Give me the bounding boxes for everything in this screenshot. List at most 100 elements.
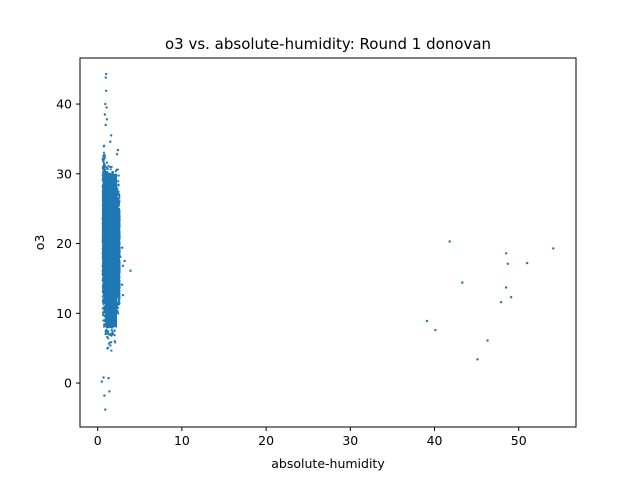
data-point [120, 246, 124, 249]
data-point [509, 296, 513, 299]
data-point [101, 307, 104, 310]
data-point [101, 242, 105, 245]
data-point [117, 218, 121, 221]
data-point [506, 262, 509, 265]
data-point [118, 235, 121, 238]
data-point [104, 123, 107, 127]
data-point [106, 347, 109, 350]
data-point [104, 72, 108, 76]
data-point [121, 293, 125, 297]
data-point [104, 76, 107, 79]
data-point [113, 329, 116, 333]
data-point [121, 264, 125, 268]
data-point [111, 171, 114, 174]
data-point [107, 376, 110, 380]
data-point [118, 302, 121, 305]
data-point [101, 269, 104, 273]
data-point [118, 261, 121, 264]
data-point [118, 223, 121, 226]
data-point [102, 260, 105, 263]
data-point [116, 307, 119, 310]
data-point [102, 151, 106, 154]
data-point [102, 251, 105, 254]
data-point [113, 334, 116, 337]
data-point [105, 118, 109, 121]
data-point [118, 283, 121, 286]
data-point [117, 254, 120, 257]
data-point [110, 334, 113, 337]
data-point [116, 238, 119, 241]
data-point [117, 184, 120, 187]
data-point [118, 285, 121, 288]
y-axis-title: o3 [32, 235, 47, 251]
y-tick-label: 0 [64, 376, 72, 391]
data-point [115, 153, 119, 156]
data-point [117, 201, 120, 204]
data-point [102, 167, 105, 170]
x-tick-label: 30 [342, 433, 358, 448]
data-point [116, 273, 120, 276]
data-point [103, 113, 107, 116]
data-point [102, 144, 106, 147]
data-point [499, 300, 503, 304]
data-point [103, 163, 106, 166]
data-point [105, 161, 109, 164]
data-point [104, 408, 107, 411]
data-point [101, 158, 104, 162]
data-point [118, 240, 121, 243]
data-point [434, 328, 437, 332]
points-layer [100, 72, 555, 411]
data-point [504, 252, 508, 255]
x-axis: 0 10 20 30 40 50 [94, 427, 527, 448]
data-point [117, 299, 120, 302]
data-point [108, 342, 111, 345]
data-point [104, 165, 107, 168]
data-point [101, 171, 105, 174]
data-point [117, 264, 120, 267]
data-point [102, 256, 105, 259]
x-axis-title: absolute-humidity [271, 456, 385, 471]
data-point [486, 339, 489, 342]
data-point [110, 349, 113, 352]
data-point [103, 156, 106, 159]
data-point [425, 319, 429, 323]
data-point [118, 266, 121, 270]
data-point [102, 297, 105, 300]
data-point [116, 193, 119, 196]
data-point [461, 281, 464, 284]
data-point [102, 188, 105, 191]
data-point [552, 247, 555, 250]
data-point [110, 341, 113, 344]
data-point [108, 390, 111, 393]
data-point [504, 286, 508, 289]
data-point [101, 278, 104, 281]
data-point [476, 358, 479, 361]
data-point [117, 221, 120, 224]
data-point [100, 380, 104, 383]
data-point [101, 185, 104, 189]
data-point [106, 335, 109, 338]
data-point [118, 281, 121, 284]
data-point [118, 296, 121, 299]
chart-title: o3 vs. absolute-humidity: Round 1 donova… [165, 35, 491, 53]
data-point [104, 332, 107, 336]
data-point [118, 290, 121, 293]
data-point [118, 195, 121, 198]
data-point [102, 160, 105, 164]
data-point [117, 190, 120, 193]
data-point [117, 243, 120, 247]
data-point [101, 291, 105, 294]
data-point [117, 174, 120, 177]
data-point [103, 325, 106, 328]
x-tick-label: 40 [427, 433, 443, 448]
data-point [109, 168, 112, 171]
data-point [101, 211, 105, 214]
data-point [103, 153, 106, 156]
data-point [111, 332, 114, 335]
data-point [106, 331, 110, 334]
data-point [102, 232, 105, 235]
dense-point-cluster [105, 173, 118, 328]
data-point [105, 329, 108, 332]
data-point [101, 295, 104, 298]
